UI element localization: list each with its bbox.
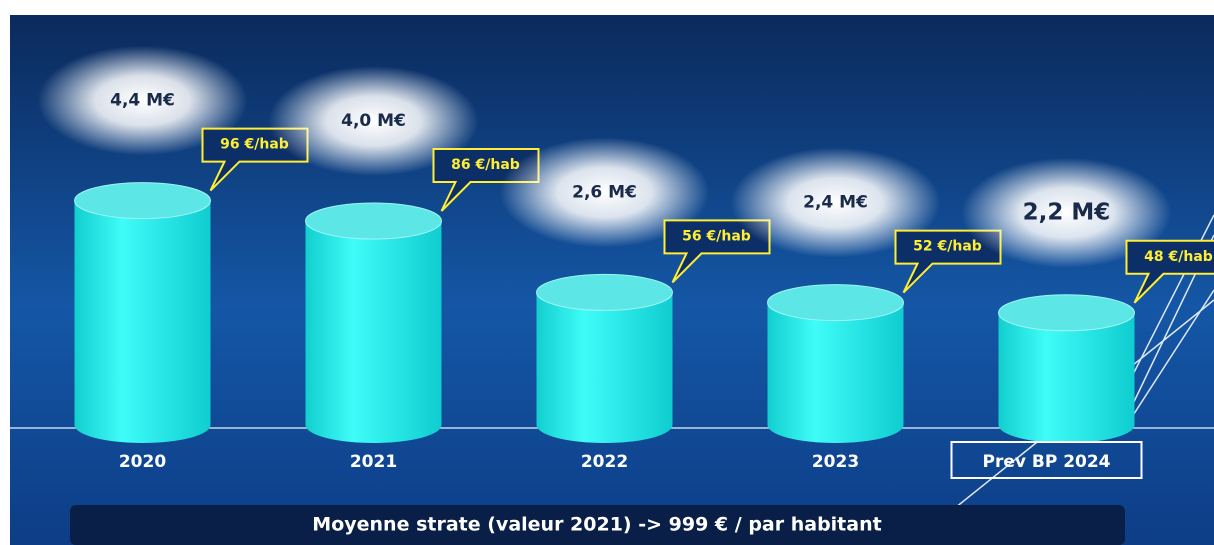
category-box [950,441,1143,479]
cylinder-top [536,273,673,311]
x-tick-label: 2022 [581,452,628,472]
value-label: 2,2 M€ [1023,199,1111,225]
cylinder-top [998,294,1135,332]
callout-label: 86 €/hab [451,157,520,173]
callout-label: 56 €/hab [682,228,751,244]
value-glow [37,45,248,156]
cylinder [767,302,904,443]
value-label: 2,4 M€ [803,193,868,213]
cylinder-top [305,202,442,240]
value-glow [268,66,479,176]
callout [1125,239,1214,304]
cylinder-top [767,284,904,322]
callout-label: 48 €/hab [1144,249,1213,265]
callout-label: 52 €/hab [913,239,982,255]
value-label: 4,0 M€ [341,111,406,131]
cylinder [305,221,442,443]
x-tick-label: 2021 [350,452,397,472]
cylinder-top [74,182,211,220]
footnote-bar [70,505,1125,545]
x-tick-label: Prev BP 2024 [982,452,1110,472]
value-label: 2,6 M€ [572,182,637,202]
value-glow [499,137,710,248]
footnote: Moyenne strate (valeur 2021) -> 999 € / … [312,514,881,536]
cylinder [536,292,673,443]
cylinder [998,312,1135,443]
cylinder [74,200,211,443]
value-glow [730,147,941,258]
x-tick-label: 2023 [812,452,859,472]
value-glow [961,157,1172,268]
callout-label: 96 €/hab [220,137,289,153]
x-tick-label: 2020 [119,452,166,472]
value-label: 4,4 M€ [110,91,175,111]
